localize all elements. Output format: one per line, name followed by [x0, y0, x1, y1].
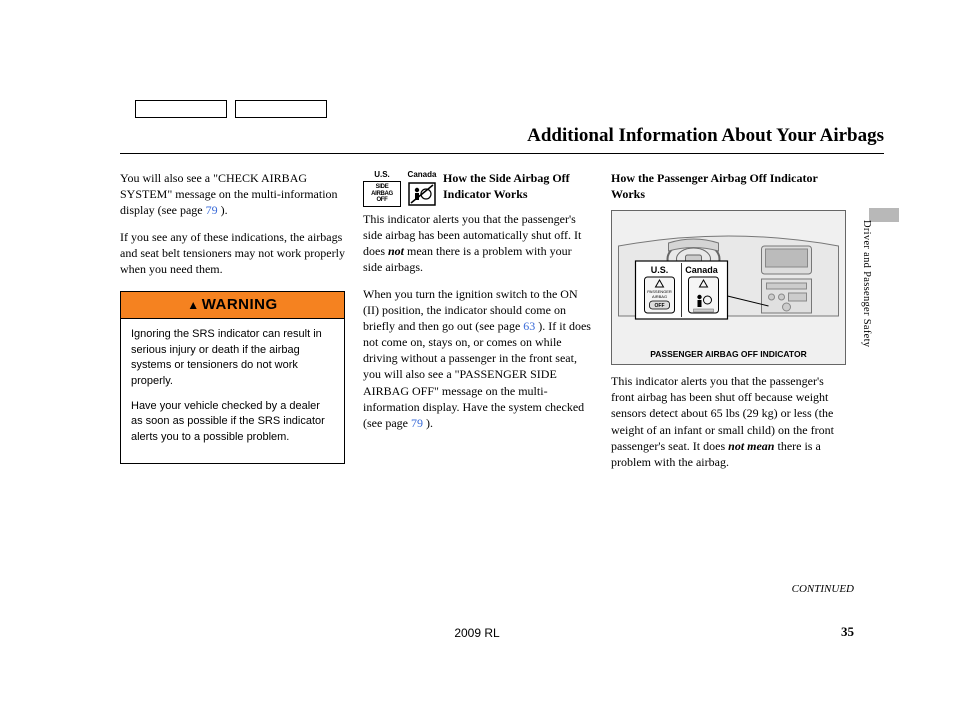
- col2-paragraph-2: When you turn the ignition switch to the…: [363, 286, 593, 432]
- col2-heading: How the Side Airbag Off Indicator Works: [443, 170, 593, 202]
- footer-model-year: 2009 RL: [0, 626, 954, 640]
- warning-box: ▲WARNING Ignoring the SRS indicator can …: [120, 291, 345, 464]
- svg-text:U.S.: U.S.: [651, 265, 669, 275]
- warning-header: ▲WARNING: [121, 292, 344, 319]
- warning-triangle-icon: ▲: [187, 298, 199, 312]
- manual-page: Additional Information About Your Airbag…: [0, 0, 954, 710]
- page-ref-63[interactable]: 63: [523, 319, 535, 333]
- col1-paragraph-2: If you see any of these indications, the…: [120, 229, 345, 278]
- svg-text:AIRBAG: AIRBAG: [652, 294, 667, 299]
- indicator-icons-row: U.S. SIDE AIRBAG OFF Canada: [363, 170, 593, 207]
- column-2: U.S. SIDE AIRBAG OFF Canada: [363, 170, 593, 580]
- page-number: 35: [841, 624, 854, 640]
- dashboard-diagram: U.S. Canada PASSENGER AIRBAG OFF: [611, 210, 846, 365]
- continued-label: CONTINUED: [792, 583, 854, 595]
- emphasis-not-mean: not mean: [728, 439, 774, 453]
- col3-paragraph-1: This indicator alerts you that the passe…: [611, 373, 846, 470]
- header: Additional Information About Your Airbag…: [120, 125, 884, 154]
- diagram-caption: PASSENGER AIRBAG OFF INDICATOR: [612, 346, 845, 364]
- header-rule: [120, 153, 884, 154]
- col2-paragraph-1: This indicator alerts you that the passe…: [363, 211, 593, 276]
- column-1: You will also see a "CHECK AIRBAG SYSTEM…: [120, 170, 345, 580]
- page-title: Additional Information About Your Airbag…: [120, 125, 884, 147]
- column-3: How the Passenger Airbag Off Indicator W…: [611, 170, 846, 580]
- svg-text:Canada: Canada: [685, 265, 719, 275]
- airbag-person-icon: [407, 181, 437, 207]
- page-ref-79[interactable]: 79: [206, 203, 218, 217]
- emphasis-not: not: [388, 244, 404, 258]
- page-ref-79b[interactable]: 79: [411, 416, 423, 430]
- warning-text-1: Ignoring the SRS indicator can result in…: [131, 327, 334, 389]
- col1-paragraph-1: You will also see a "CHECK AIRBAG SYSTEM…: [120, 170, 345, 219]
- side-section-label: Driver and Passenger Safety: [861, 220, 872, 347]
- warning-body: Ignoring the SRS indicator can result in…: [121, 319, 344, 463]
- top-box-1: [135, 100, 227, 118]
- col3-heading: How the Passenger Airbag Off Indicator W…: [611, 170, 846, 202]
- warning-text-2: Have your vehicle checked by a dealer as…: [131, 399, 334, 445]
- svg-text:OFF: OFF: [655, 303, 665, 309]
- side-tab-marker: [869, 208, 899, 222]
- top-placeholder-boxes: [135, 100, 327, 118]
- canada-indicator-icon: Canada: [407, 170, 437, 207]
- top-box-2: [235, 100, 327, 118]
- content-columns: You will also see a "CHECK AIRBAG SYSTEM…: [120, 170, 854, 580]
- side-airbag-off-icon: SIDE AIRBAG OFF: [363, 181, 401, 207]
- us-indicator-icon: U.S. SIDE AIRBAG OFF: [363, 170, 401, 207]
